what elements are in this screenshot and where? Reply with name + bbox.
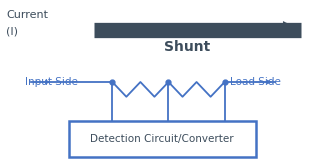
Text: Current: Current bbox=[6, 10, 48, 20]
Bar bbox=[69, 121, 256, 157]
Text: Input Side: Input Side bbox=[25, 77, 78, 87]
Text: Load Side: Load Side bbox=[230, 77, 281, 87]
Text: Detection Circuit/Converter: Detection Circuit/Converter bbox=[90, 134, 234, 144]
Text: (I): (I) bbox=[6, 26, 18, 36]
Text: Shunt: Shunt bbox=[164, 40, 210, 54]
